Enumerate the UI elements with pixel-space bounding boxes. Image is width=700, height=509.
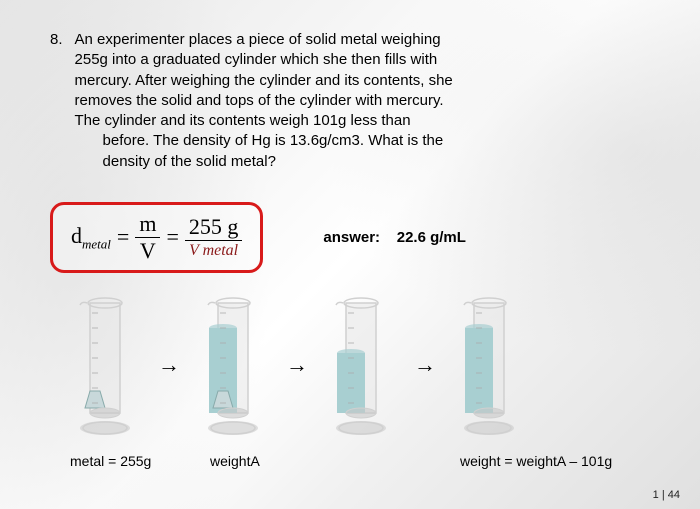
- label-metal: metal = 255g: [70, 453, 210, 469]
- answer-block: answer: 22.6 g/mL: [323, 229, 466, 246]
- denominator: V: [136, 238, 160, 262]
- numerator: 255 g: [185, 216, 243, 241]
- question-line: 255g into a graduated cylinder which she…: [75, 50, 650, 70]
- question-line: before. The density of Hg is 13.6g/cm3. …: [103, 131, 650, 151]
- question-line: mercury. After weighing the cylinder and…: [75, 71, 650, 91]
- answer-value: 22.6 g/mL: [397, 229, 466, 246]
- arrow-icon: →: [414, 352, 436, 378]
- question-line: removes the solid and tops of the cylind…: [75, 91, 650, 111]
- label-spacer: [360, 453, 460, 469]
- question-line: density of the solid metal?: [103, 152, 650, 172]
- cylinder-icon: [70, 293, 140, 443]
- cylinder-labels: metal = 255g weightA weight = weightA – …: [50, 453, 650, 469]
- cylinder-icon: [454, 293, 524, 443]
- cylinder-icon: [198, 293, 268, 443]
- question-number: 8.: [50, 30, 63, 172]
- equals-sign: =: [166, 224, 178, 250]
- cylinder: [326, 293, 396, 443]
- cylinder-icon: [326, 293, 396, 443]
- numerator: m: [135, 213, 160, 238]
- label-weight: weight = weightA – 101g: [460, 453, 612, 469]
- denominator: V metal: [185, 241, 242, 259]
- fraction-mv: m V: [135, 213, 160, 262]
- formula-row: dmetal = m V = 255 g V metal answer: 22.…: [50, 202, 650, 273]
- arrow-icon: →: [286, 352, 308, 378]
- cylinder: [70, 293, 140, 443]
- equals-sign: =: [117, 224, 129, 250]
- cylinder: [454, 293, 524, 443]
- question-line: An experimenter places a piece of solid …: [75, 30, 650, 50]
- question-block: 8. An experimenter places a piece of sol…: [50, 30, 650, 172]
- formula-d: dmetal: [71, 223, 111, 252]
- formula-box: dmetal = m V = 255 g V metal: [50, 202, 263, 273]
- arrow-icon: →: [158, 352, 180, 378]
- question-text: An experimenter places a piece of solid …: [75, 30, 650, 172]
- cylinder: [198, 293, 268, 443]
- question-line: The cylinder and its contents weigh 101g…: [75, 111, 650, 131]
- page-number: 1 | 44: [653, 489, 680, 501]
- fraction-value: 255 g V metal: [185, 216, 243, 259]
- answer-label: answer:: [323, 229, 380, 246]
- cylinder-diagram: → → →: [50, 293, 650, 443]
- label-weighta: weightA: [210, 453, 360, 469]
